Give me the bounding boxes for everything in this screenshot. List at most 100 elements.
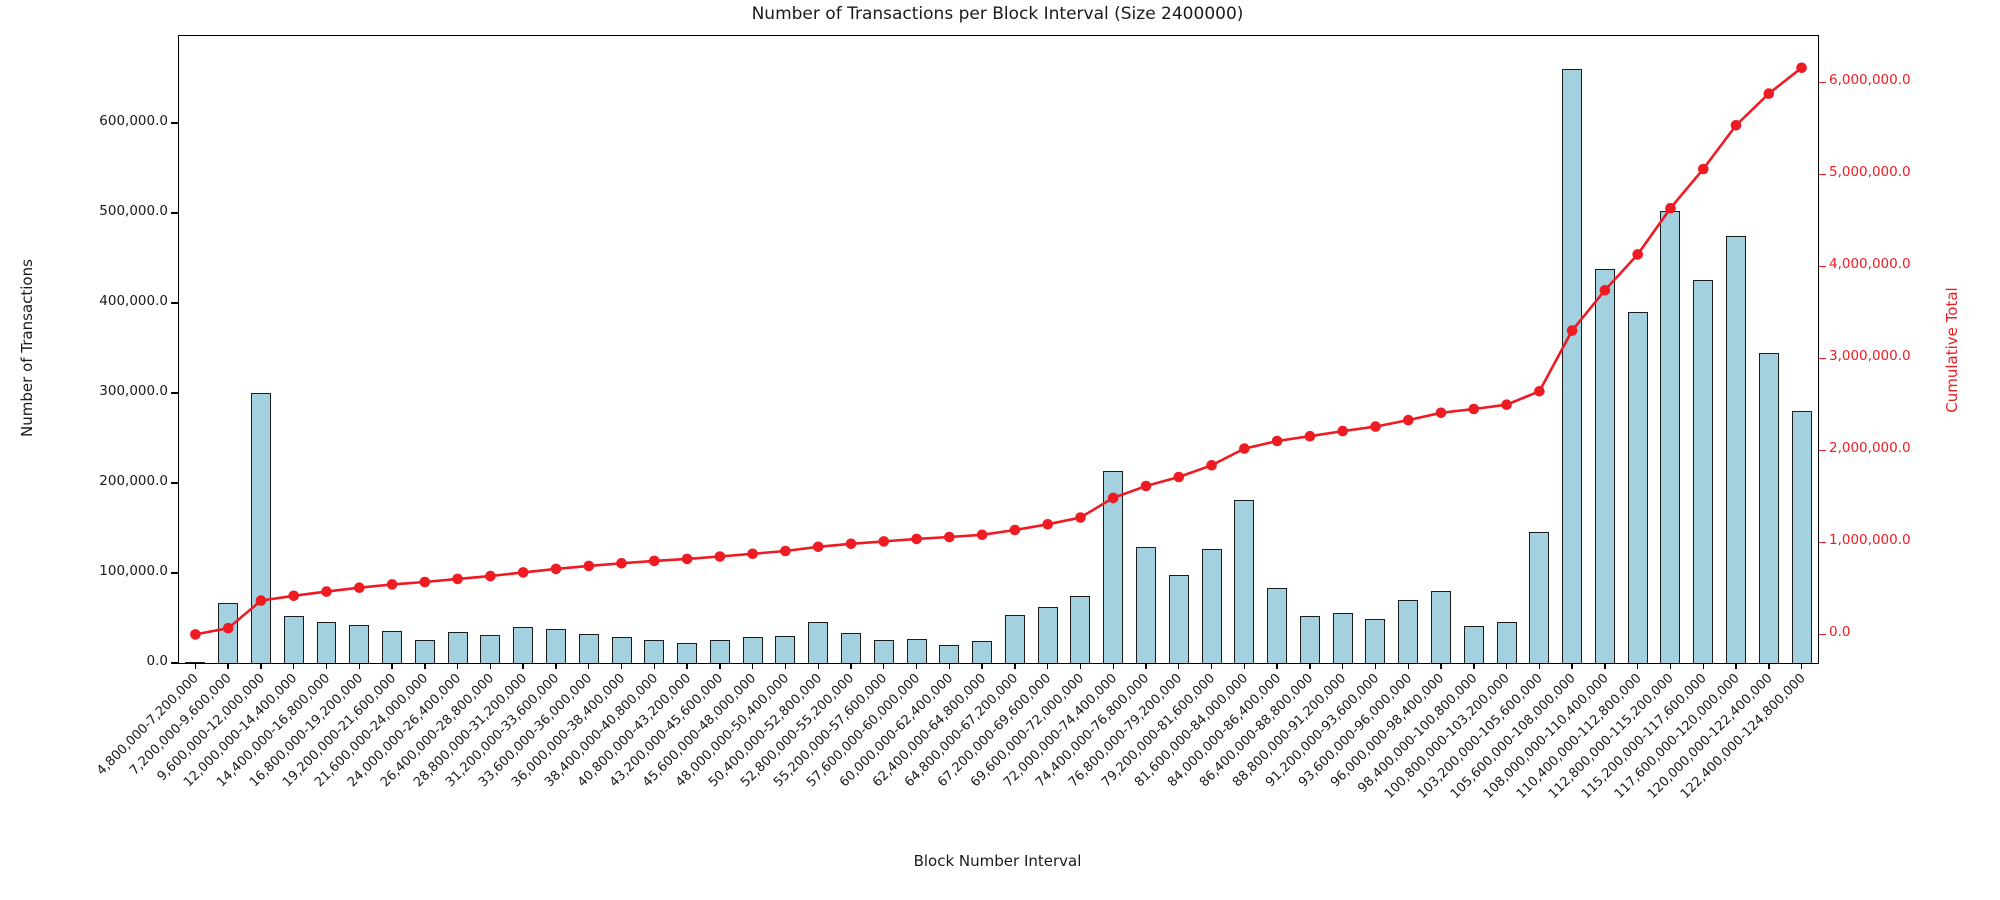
x-tick-mark xyxy=(751,663,754,669)
cumulative-point xyxy=(1271,435,1283,447)
cumulative-point xyxy=(255,595,267,606)
cumulative-point xyxy=(1009,524,1021,536)
x-tick-mark xyxy=(1210,663,1213,669)
x-tick-mark xyxy=(817,663,819,669)
x-tick-mark xyxy=(227,663,229,669)
x-tick-mark xyxy=(1407,663,1409,669)
bar xyxy=(1496,621,1517,663)
cumulative-point xyxy=(944,531,955,543)
x-tick-mark xyxy=(981,663,983,669)
cumulative-point xyxy=(681,553,693,565)
right-tick-label: 4,000,000.0 xyxy=(1829,256,1911,273)
x-tick-mark xyxy=(948,663,951,669)
bar xyxy=(1463,626,1484,663)
cumulative-point xyxy=(1534,386,1545,397)
x-tick-mark xyxy=(620,663,623,669)
x-tick-mark xyxy=(686,663,688,669)
bar xyxy=(1267,588,1288,663)
cumulative-point xyxy=(1239,443,1250,454)
bar xyxy=(840,633,861,663)
cumulative-point xyxy=(1763,88,1775,99)
left-tick-mark xyxy=(171,662,178,664)
cumulative-point xyxy=(1698,163,1709,175)
bar xyxy=(185,662,206,663)
bar xyxy=(513,627,534,663)
left-tick-mark xyxy=(171,122,178,124)
x-tick-mark xyxy=(784,663,787,669)
bar xyxy=(545,628,566,663)
x-tick-mark xyxy=(194,663,197,669)
bar xyxy=(1136,546,1156,663)
cumulative-point xyxy=(517,567,529,578)
cumulative-point xyxy=(190,629,201,640)
x-tick-mark xyxy=(1669,663,1672,669)
cumulative-point xyxy=(386,579,398,590)
bar xyxy=(1004,615,1025,663)
cumulative-point xyxy=(1730,120,1742,131)
x-tick-mark xyxy=(260,663,262,669)
left-tick-label: 500,000.0 xyxy=(99,203,168,219)
x-tick-mark xyxy=(1046,663,1049,669)
cumulative-point xyxy=(354,582,365,593)
chart-title: Number of Transactions per Block Interva… xyxy=(751,4,1244,24)
x-tick-mark xyxy=(293,663,295,669)
x-tick-mark xyxy=(489,663,492,669)
cumulative-point xyxy=(1107,492,1119,504)
cumulative-point xyxy=(452,573,463,585)
cumulative-point xyxy=(976,529,988,541)
cumulative-point xyxy=(812,541,824,553)
x-tick-mark xyxy=(588,663,590,669)
bar xyxy=(447,632,468,663)
cumulative-point xyxy=(1173,471,1185,483)
bar xyxy=(1627,312,1648,663)
cumulative-point xyxy=(550,563,562,575)
left-tick-label: 400,000.0 xyxy=(99,293,168,309)
bar xyxy=(1234,500,1255,663)
y-axis-label-right: Cumulative Total xyxy=(1943,287,1961,413)
bar xyxy=(972,641,993,663)
bar xyxy=(382,630,403,663)
cumulative-point xyxy=(222,622,234,634)
right-tick-label: 6,000,000.0 xyxy=(1829,72,1911,89)
cumulative-line-layer xyxy=(190,62,1807,640)
bar xyxy=(578,634,599,663)
x-tick-mark xyxy=(1637,663,1639,669)
left-tick-label: 600,000.0 xyxy=(99,113,168,129)
cumulative-point xyxy=(1632,249,1643,260)
bar xyxy=(1562,69,1583,663)
bar xyxy=(1365,618,1386,663)
bar xyxy=(480,635,501,663)
right-tick-mark xyxy=(1819,357,1826,360)
bar xyxy=(644,639,665,663)
x-tick-mark xyxy=(1473,663,1475,669)
cumulative-point xyxy=(780,545,791,557)
right-tick-mark xyxy=(1819,81,1826,84)
cumulative-point xyxy=(1370,421,1381,432)
left-tick-label: 200,000.0 xyxy=(99,473,168,489)
bar xyxy=(1070,596,1091,663)
x-tick-mark xyxy=(1309,663,1311,669)
x-tick-mark xyxy=(1243,663,1246,669)
x-tick-mark xyxy=(1440,663,1442,669)
x-tick-mark xyxy=(1505,663,1508,669)
x-tick-mark xyxy=(391,663,393,669)
bar xyxy=(906,638,927,663)
cumulative-point xyxy=(321,586,332,597)
left-tick-label: 100,000.0 xyxy=(99,563,168,579)
right-tick-mark xyxy=(1819,173,1826,176)
bar xyxy=(1103,471,1124,663)
right-tick-label: 2,000,000.0 xyxy=(1829,440,1911,457)
left-tick-label: 300,000.0 xyxy=(99,383,168,399)
bar xyxy=(1201,548,1222,663)
right-tick-label: 1,000,000.0 xyxy=(1829,532,1911,549)
cumulative-point xyxy=(649,555,660,567)
right-tick-label: 0.0 xyxy=(1829,624,1851,641)
cumulative-point xyxy=(1665,202,1676,214)
bar xyxy=(1299,616,1320,663)
x-axis-label: Block Number Interval xyxy=(913,852,1082,870)
bar xyxy=(873,639,894,663)
x-tick-mark xyxy=(1341,663,1344,669)
x-tick-mark xyxy=(325,663,328,669)
cumulative-point xyxy=(1599,285,1611,296)
